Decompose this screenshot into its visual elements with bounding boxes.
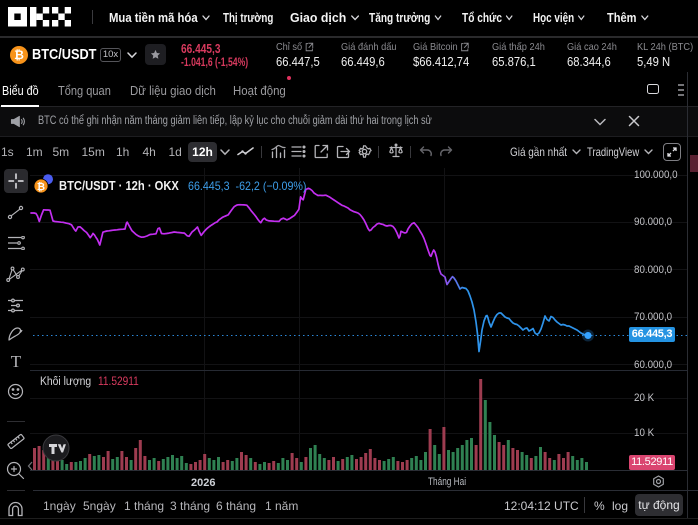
svg-text:₿: ₿ bbox=[37, 181, 45, 193]
